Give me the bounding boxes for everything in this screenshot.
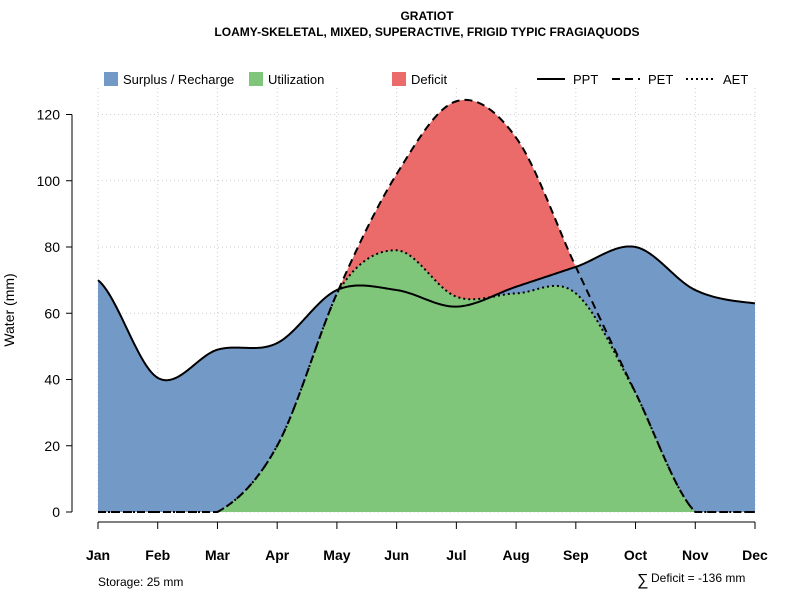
legend-swatch-utilization	[249, 72, 263, 86]
x-tick-label-feb: Feb	[145, 547, 170, 563]
sum-symbol: ∑	[637, 572, 648, 589]
legend-label-surplus: Surplus / Recharge	[123, 72, 234, 87]
areas	[98, 99, 755, 513]
y-tick-label: 20	[44, 438, 60, 454]
x-tick-label-nov: Nov	[682, 547, 709, 563]
utilization-area	[98, 250, 755, 513]
y-tick-label: 120	[37, 107, 61, 123]
legend: Surplus / Recharge Utilization Deficit P…	[104, 72, 748, 87]
x-tick-label-aug: Aug	[502, 547, 529, 563]
y-tick-label: 40	[44, 372, 60, 388]
x-tick-label-jun: Jun	[384, 547, 409, 563]
series-line-pet	[98, 98, 755, 513]
legend-swatch-deficit	[392, 72, 406, 86]
series-line-aet	[98, 249, 755, 513]
y-tick-label: 80	[44, 239, 60, 255]
series-line-ppt	[97, 245, 756, 382]
x-tick-label-jul: Jul	[446, 547, 466, 563]
y-tick-label: 0	[52, 504, 60, 520]
storage-note: Storage: 25 mm	[98, 575, 183, 589]
legend-label-ppt: PPT	[573, 72, 598, 87]
x-tick-label-apr: Apr	[265, 547, 290, 563]
x-tick-label-jan: Jan	[86, 547, 110, 563]
x-tick-label-sep: Sep	[563, 547, 589, 563]
x-tick-label-oct: Oct	[624, 547, 648, 563]
y-tick-label: 60	[44, 305, 60, 321]
deficit-note: Deficit = -136 mm	[651, 571, 745, 585]
series-lines	[97, 98, 756, 513]
legend-label-aet: AET	[723, 72, 748, 87]
x-tick-label-mar: Mar	[205, 547, 230, 563]
x-tick-label-may: May	[323, 547, 350, 563]
y-axis-label: Water (mm)	[1, 273, 17, 346]
legend-label-deficit: Deficit	[411, 72, 448, 87]
legend-swatch-surplus	[104, 72, 118, 86]
y-tick-label: 100	[37, 173, 61, 189]
chart-title: GRATIOT	[400, 9, 454, 23]
axes: 0 20 40 60 80 100 120 Jan Feb Mar Apr May Jun Jul Aug S…	[37, 107, 768, 564]
chart-subtitle: LOAMY-SKELETAL, MIXED, SUPERACTIVE, FRIG…	[214, 25, 639, 39]
legend-label-pet: PET	[648, 72, 673, 87]
legend-label-utilization: Utilization	[268, 72, 324, 87]
deficit-area	[98, 99, 755, 381]
x-tick-label-dec: Dec	[742, 547, 768, 563]
